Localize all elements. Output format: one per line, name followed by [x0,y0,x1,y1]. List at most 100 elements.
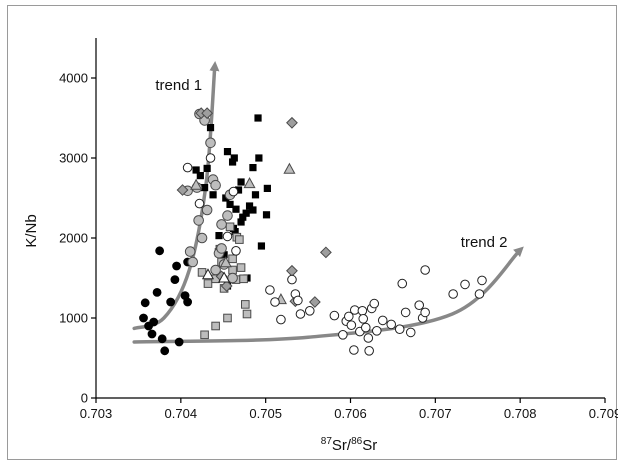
x-tick-label: 0.707 [419,406,452,421]
x-axis-title: 87Sr/86Sr [321,436,377,454]
point-grey-square [228,254,237,264]
scatter-chart: 0 1000 2000 3000 4000 0.703 0.704 0.705 0.706 0.7… [23,38,618,454]
y-tick-label: 2000 [59,231,88,246]
point-filled-square [209,191,217,199]
point-grey-square [239,274,248,284]
point-grey-square [200,330,209,340]
point-grey-square [223,313,232,323]
point-open-circle [397,278,408,289]
point-open-circle [346,320,357,331]
point-open-circle [293,295,303,306]
point-open-circle [377,315,388,326]
point-open-circle [338,330,348,340]
point-grey-circle [187,256,199,268]
x-axis-title-sr-a: Sr [332,437,347,454]
point-grey-square [225,222,235,232]
point-open-circle [295,309,306,319]
annotation-trend-2: trend 2 [461,234,508,251]
point-open-circle [394,324,405,335]
trend-arrows [132,61,524,344]
point-open-circle [228,186,239,197]
point-open-circle [360,322,371,333]
point-open-circle [349,345,359,355]
x-tick-label: 0.708 [504,406,537,421]
point-grey-triangle [243,177,256,189]
x-tick-label: 0.705 [249,406,282,421]
point-filled-square [255,154,263,162]
y-tick-label: 3000 [59,151,88,166]
point-open-circle [386,319,397,330]
point-filled-square [251,191,260,199]
point-open-circle [477,275,487,286]
point-filled-square [232,205,240,213]
point-grey-circle [184,246,196,257]
point-filled-square [237,178,245,186]
point-open-circle [405,327,416,338]
point-open-circle [304,306,315,316]
point-grey-square [203,279,213,288]
point-filled-square [245,202,254,210]
point-filled-square [206,124,215,132]
point-grey-square [211,321,220,331]
point-open-circle [363,333,374,343]
point-grey-triangle [283,162,296,174]
point-grey-diamond [220,280,233,292]
point-open-circle [222,231,233,242]
point-grey-triangle [219,256,232,268]
x-tick-label: 0.703 [80,406,113,421]
x-axis-title-slash: / [347,437,352,454]
point-filled-circle [147,329,157,339]
point-filled-square [234,186,243,194]
point-filled-square [263,184,271,192]
point-grey-diamond [176,184,189,196]
point-filled-square [220,251,228,259]
point-filled-square [200,184,209,192]
x-axis-title-isotope-a: 87 [321,436,333,447]
x-tick-label: 0.704 [165,406,198,421]
point-grey-square [241,300,250,309]
point-open-triangle [218,271,231,283]
point-filled-square [203,164,211,172]
point-grey-diamond [286,116,298,129]
x-axis-title-sr-b: Sr [362,437,377,454]
point-grey-circle [222,210,233,221]
point-filled-square [239,213,247,221]
point-filled-circle [166,297,176,307]
point-open-circle [194,198,205,209]
y-tick-label: 4000 [59,71,88,86]
point-filled-square [242,209,250,217]
point-filled-square [257,242,266,250]
point-open-circle [400,307,411,318]
data-points [139,107,487,356]
point-open-circle [420,265,430,275]
point-filled-square [254,114,262,122]
point-open-circle [276,314,286,325]
point-open-circle [369,298,380,309]
point-grey-circle [210,264,221,276]
point-filled-square [231,228,239,236]
point-open-circle [414,300,425,311]
point-open-circle [265,285,275,295]
point-open-circle [270,297,280,307]
point-grey-square [242,309,252,319]
y-tick-label: 1000 [59,311,88,326]
point-filled-square [228,158,237,166]
point-filled-circle [139,313,148,323]
point-filled-circle [149,317,159,327]
point-open-circle [371,326,382,336]
point-filled-square [230,154,238,162]
point-open-circle [329,310,340,321]
point-grey-circle [210,179,221,191]
point-open-circle [287,274,297,285]
point-filled-square [222,194,230,202]
point-filled-square [237,218,245,226]
annotation-trend-1: trend 1 [155,77,202,94]
x-tick-label: 0.709 [589,406,618,421]
point-grey-square [228,265,237,275]
point-filled-square [262,211,271,219]
point-filled-circle [157,334,167,344]
point-open-circle [358,314,369,324]
point-grey-circle [216,243,227,254]
point-grey-circle [201,204,213,216]
point-filled-circle [170,275,180,285]
